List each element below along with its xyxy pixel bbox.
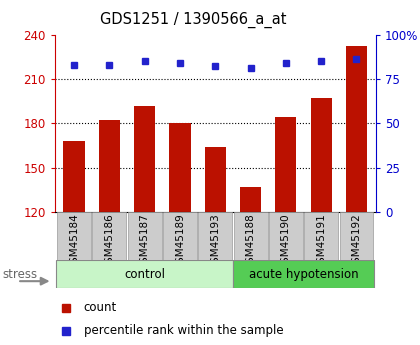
Bar	[128, 212, 162, 260]
Text: count: count	[84, 301, 117, 314]
Bar	[275, 117, 297, 345]
Text: GDS1251 / 1390566_a_at: GDS1251 / 1390566_a_at	[100, 12, 286, 28]
Bar	[134, 106, 155, 345]
Bar	[99, 120, 120, 345]
Text: GSM45186: GSM45186	[104, 214, 114, 270]
Bar	[163, 212, 197, 260]
Bar	[269, 212, 303, 260]
Text: GSM45189: GSM45189	[175, 214, 185, 270]
Text: GSM45192: GSM45192	[352, 214, 362, 270]
Text: GSM45184: GSM45184	[69, 214, 79, 270]
Text: percentile rank within the sample: percentile rank within the sample	[84, 324, 284, 337]
Bar	[56, 260, 233, 288]
Text: control: control	[124, 268, 165, 281]
Text: GSM45191: GSM45191	[316, 214, 326, 270]
Bar	[198, 212, 232, 260]
Bar	[92, 212, 126, 260]
Text: GSM45187: GSM45187	[139, 214, 150, 270]
Bar	[234, 212, 268, 260]
Text: acute hypotension: acute hypotension	[249, 268, 358, 281]
Bar	[346, 46, 367, 345]
Bar	[233, 260, 374, 288]
Bar	[339, 212, 373, 260]
Bar	[169, 124, 191, 345]
Bar	[310, 98, 332, 345]
Bar	[63, 141, 84, 345]
Bar	[304, 212, 338, 260]
Bar	[240, 187, 261, 345]
Bar	[57, 212, 91, 260]
Text: GSM45190: GSM45190	[281, 214, 291, 270]
Text: GSM45188: GSM45188	[246, 214, 255, 270]
Text: GSM45193: GSM45193	[210, 214, 220, 270]
Text: stress: stress	[2, 268, 37, 281]
Bar	[205, 147, 226, 345]
